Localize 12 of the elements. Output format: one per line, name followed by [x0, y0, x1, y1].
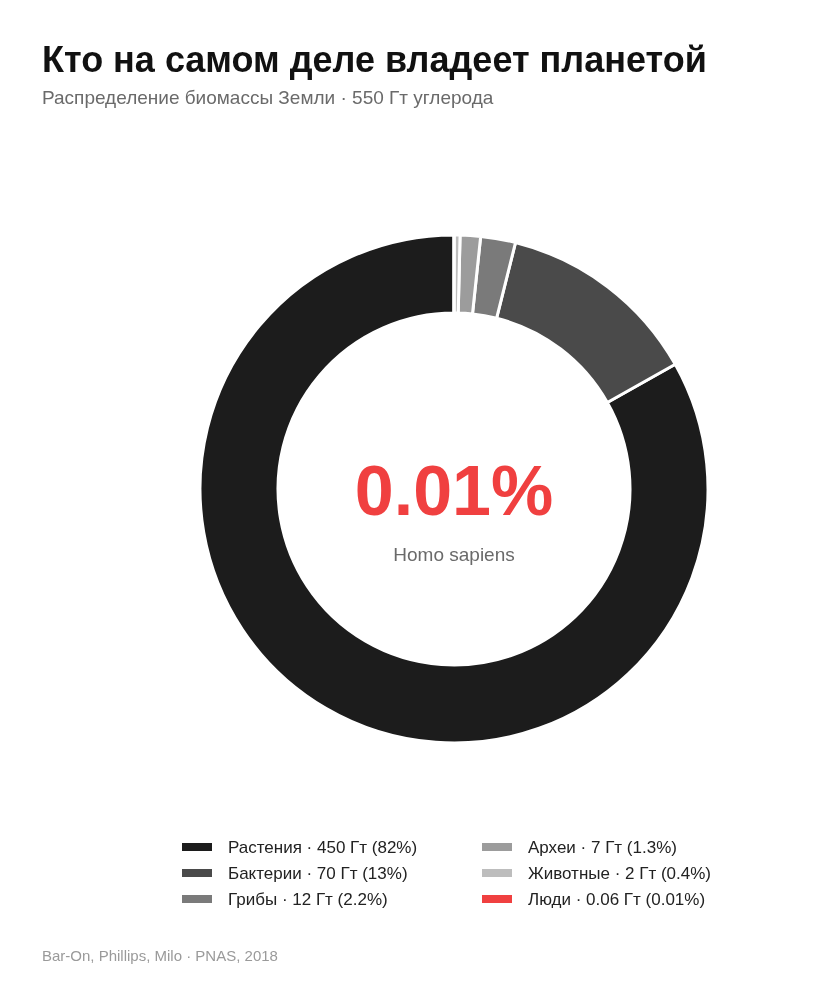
legend-label: Грибы · 12 Гт (2.2%): [228, 890, 388, 909]
text: 0.01%: [354, 452, 554, 530]
legend-label: Люди · 0.06 Гт (0.01%): [528, 890, 706, 909]
legend-label: Растения · 450 Гт (82%): [228, 838, 418, 857]
text: Bar-On, Phillips, Milo · PNAS, 2018: [42, 947, 278, 964]
chart-subtitle: Распределение биомассы Земли · 550 Гт углерода: [42, 87, 494, 108]
text: Homo sapiens: [393, 544, 515, 565]
legend-label: Археи · 7 Гт (1.3%): [528, 838, 677, 857]
donut-slice: [198, 233, 710, 745]
legend-label: Животные · 2 Гт (0.4%): [528, 864, 712, 883]
chart-title: Кто на самом деле владеет планетой: [42, 39, 707, 80]
legend-label: Бактерии · 70 Гт (13%): [228, 864, 408, 883]
